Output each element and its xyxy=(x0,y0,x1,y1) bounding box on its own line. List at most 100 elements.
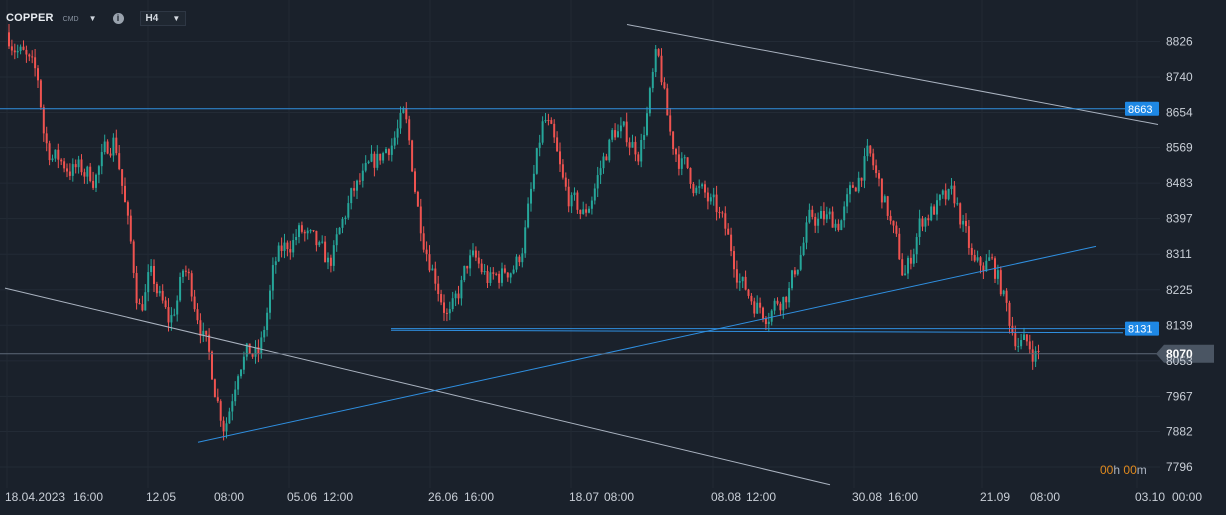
timeframe-select[interactable]: H4 ▼ xyxy=(139,10,187,26)
candle-up xyxy=(915,237,918,255)
candle-up xyxy=(309,230,312,232)
candle-down xyxy=(37,68,39,81)
candle-up xyxy=(263,329,266,338)
candle-down xyxy=(953,185,956,204)
candle-down xyxy=(251,353,254,357)
candle-up xyxy=(100,152,103,167)
candle-up xyxy=(173,314,176,316)
candle-up xyxy=(570,195,573,207)
candle-up xyxy=(71,164,74,176)
candle-up xyxy=(228,411,231,424)
candle-down xyxy=(889,215,892,221)
candle-down xyxy=(63,161,66,169)
candle-up xyxy=(51,158,54,161)
candle-down xyxy=(353,188,356,191)
y-axis: 8826 8740 8654 8569 8483 8397 8311 8225 8139 8053… xyxy=(1166,34,1193,474)
x-tick-label: 16:00 xyxy=(464,490,494,504)
candle-down xyxy=(358,180,361,182)
candle-up xyxy=(883,196,886,203)
x-tick-label: 16:00 xyxy=(888,490,918,504)
candle-up xyxy=(524,227,527,254)
candle-up xyxy=(828,211,831,215)
candle-up xyxy=(260,337,263,354)
trendlines xyxy=(4,24,1159,486)
candle-up xyxy=(16,50,19,53)
candle-down xyxy=(300,225,303,232)
candle-down xyxy=(141,304,144,311)
candle-up xyxy=(147,272,150,293)
candle-down xyxy=(759,302,762,308)
candle-down xyxy=(92,180,95,188)
candle-down xyxy=(854,187,857,192)
candle-up xyxy=(463,265,466,281)
candle-up xyxy=(599,168,602,176)
candle-up xyxy=(144,292,147,311)
symbol-type: CMD xyxy=(62,16,79,23)
candle-up xyxy=(588,208,590,213)
candle-down xyxy=(503,268,506,273)
candle-down xyxy=(440,294,443,303)
candle-up xyxy=(431,268,434,271)
candle-up xyxy=(799,255,802,270)
candle-up xyxy=(150,266,153,273)
candle-up xyxy=(788,288,791,303)
candle-up xyxy=(996,270,999,279)
candle-down xyxy=(979,257,982,266)
candle-up xyxy=(611,130,614,140)
candle-up xyxy=(956,203,959,205)
candle-down xyxy=(324,241,327,263)
candle-up xyxy=(97,166,100,175)
candle-down xyxy=(634,141,637,155)
info-icon[interactable]: i xyxy=(112,12,124,24)
x-tick-label: 08.08 xyxy=(711,490,741,504)
candle-up xyxy=(866,145,869,157)
candle-up xyxy=(709,197,712,202)
candle-down xyxy=(498,273,501,283)
x-tick-label: 12.05 xyxy=(146,490,176,504)
candle-down xyxy=(106,141,109,154)
candle-up xyxy=(985,260,988,272)
candle-up xyxy=(483,271,486,273)
candle-down xyxy=(411,140,414,172)
candle-down xyxy=(10,46,13,51)
candle-up xyxy=(54,149,57,159)
candle-up xyxy=(947,189,950,200)
candle-down xyxy=(675,149,677,155)
candle-down xyxy=(970,247,973,256)
symbol-dropdown-icon[interactable]: ▼ xyxy=(88,13,97,23)
timer-m: m xyxy=(1136,463,1147,477)
candle-up xyxy=(382,152,385,161)
candle-up xyxy=(237,376,240,390)
candle-up xyxy=(1023,334,1025,341)
symbol-name[interactable]: COPPER xyxy=(6,12,54,24)
candle-down xyxy=(66,168,68,172)
candle-down xyxy=(495,273,498,275)
toolbar: COPPER CMD ▼ i H4 ▼ xyxy=(6,9,187,27)
candle-down xyxy=(605,156,608,161)
candle-down xyxy=(31,56,34,58)
candle-down xyxy=(625,121,628,143)
candle-down xyxy=(222,420,225,432)
candle-down xyxy=(550,120,553,124)
trendline-white xyxy=(626,24,1159,125)
candle-down xyxy=(445,312,448,314)
candle-up xyxy=(805,222,808,243)
candle-down xyxy=(164,300,167,308)
candle-up xyxy=(350,188,353,204)
candle-down xyxy=(289,249,292,253)
x-tick-label: 12:00 xyxy=(746,490,776,504)
candle-down xyxy=(556,137,559,152)
candle-down xyxy=(405,107,408,120)
price-level-label-bg xyxy=(1125,321,1159,336)
candle-up xyxy=(332,245,335,266)
candle-down xyxy=(831,211,834,228)
candle-down xyxy=(124,185,126,203)
candle-up xyxy=(857,177,860,192)
candle-up xyxy=(646,113,648,136)
candle-up xyxy=(306,230,309,234)
candle-down xyxy=(666,88,669,116)
candle-up xyxy=(622,121,625,126)
candle-down xyxy=(184,270,187,272)
candle-down xyxy=(811,209,814,217)
